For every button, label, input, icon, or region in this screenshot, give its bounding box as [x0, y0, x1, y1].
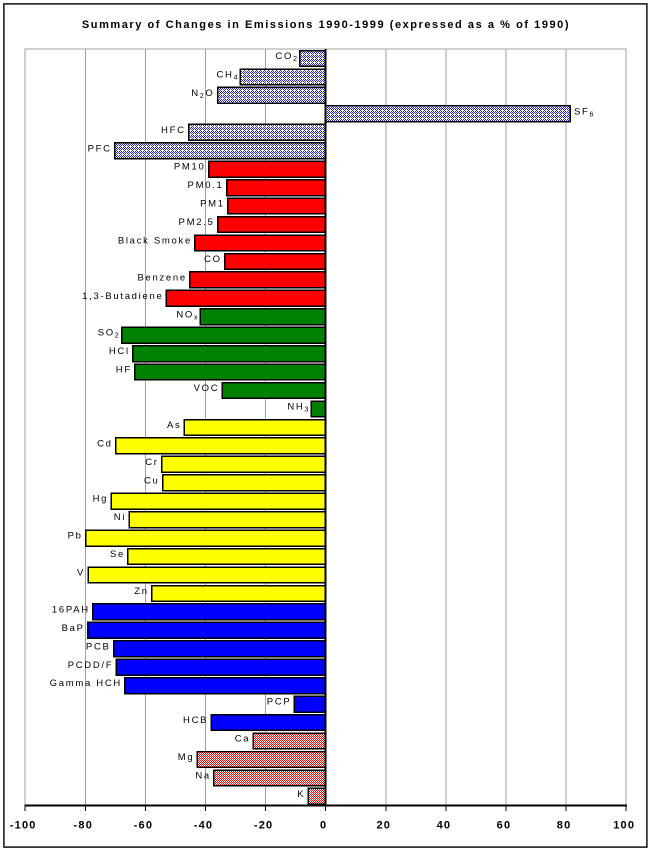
svg-text:Mg: Mg	[178, 752, 195, 763]
svg-text:BaP: BaP	[62, 623, 85, 634]
svg-text:40: 40	[437, 820, 452, 832]
svg-text:Na: Na	[195, 770, 211, 781]
svg-text:Cd: Cd	[97, 438, 113, 449]
svg-text:Ca: Ca	[235, 734, 251, 745]
svg-text:-20: -20	[254, 820, 274, 832]
svg-text:Ni: Ni	[114, 512, 126, 523]
svg-text:Zn: Zn	[134, 586, 149, 597]
svg-text:-80: -80	[74, 820, 94, 832]
svg-text:CO2: CO2	[275, 51, 298, 63]
svg-text:Benzene: Benzene	[137, 272, 186, 283]
svg-text:NOx: NOx	[176, 309, 199, 321]
svg-text:Hg: Hg	[93, 494, 109, 505]
svg-text:HF: HF	[116, 365, 132, 376]
svg-text:60: 60	[497, 820, 512, 832]
svg-text:SF6: SF6	[574, 106, 595, 118]
svg-text:1,3-Butadiene: 1,3-Butadiene	[82, 291, 163, 302]
svg-text:Pb: Pb	[68, 531, 83, 542]
svg-text:PM0.1: PM0.1	[188, 180, 224, 191]
svg-text:VOC: VOC	[194, 383, 220, 394]
svg-text:-60: -60	[134, 820, 154, 832]
svg-text:As: As	[167, 420, 182, 431]
svg-text:HCB: HCB	[183, 715, 208, 726]
svg-text:PFC: PFC	[88, 143, 112, 154]
svg-text:Black Smoke: Black Smoke	[118, 235, 192, 246]
svg-text:Cr: Cr	[145, 457, 158, 468]
svg-text:HFC: HFC	[161, 125, 186, 136]
svg-text:N2O: N2O	[191, 88, 214, 100]
svg-text:PM2.5: PM2.5	[179, 217, 215, 228]
svg-text:V: V	[77, 568, 85, 579]
svg-text:16PAH: 16PAH	[52, 604, 90, 615]
svg-text:PM10: PM10	[174, 162, 206, 173]
svg-text:Summary of Changes in Emission: Summary of Changes in Emissions 1990-199…	[82, 19, 570, 31]
svg-text:NH3: NH3	[287, 402, 310, 414]
svg-text:Cu: Cu	[144, 475, 160, 486]
svg-text:CO: CO	[204, 254, 222, 265]
svg-text:PCP: PCP	[267, 697, 292, 708]
svg-text:-100: -100	[10, 820, 37, 832]
svg-text:20: 20	[376, 820, 391, 832]
svg-text:PCDD/F: PCDD/F	[68, 660, 114, 671]
svg-text:PM1: PM1	[200, 199, 225, 210]
svg-text:SO2: SO2	[98, 328, 121, 340]
svg-text:100: 100	[613, 820, 635, 832]
svg-text:HCl: HCl	[109, 346, 130, 357]
svg-text:Gamma HCH: Gamma HCH	[50, 678, 122, 689]
svg-text:Se: Se	[110, 549, 125, 560]
svg-text:80: 80	[557, 820, 572, 832]
svg-text:0: 0	[320, 820, 327, 832]
svg-text:K: K	[297, 789, 305, 800]
svg-text:-40: -40	[194, 820, 214, 832]
svg-text:PCB: PCB	[86, 641, 111, 652]
svg-text:CH4: CH4	[216, 69, 239, 81]
